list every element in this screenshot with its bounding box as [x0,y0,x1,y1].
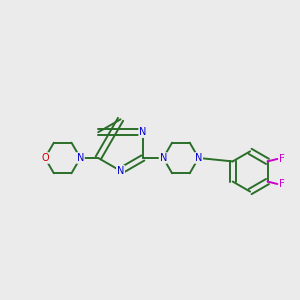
Text: N: N [117,166,124,176]
Text: N: N [76,153,84,163]
Text: N: N [139,127,147,137]
Text: N: N [195,153,202,163]
Text: O: O [41,153,49,163]
Text: F: F [279,154,285,164]
Text: N: N [160,153,167,163]
Text: F: F [279,179,285,189]
